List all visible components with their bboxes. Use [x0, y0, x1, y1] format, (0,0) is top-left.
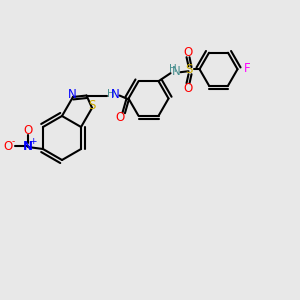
- Text: S: S: [88, 99, 96, 112]
- Text: S: S: [185, 63, 192, 76]
- Text: O: O: [23, 124, 33, 137]
- Text: O: O: [3, 140, 13, 152]
- Text: H: H: [169, 64, 176, 74]
- Text: O: O: [115, 111, 124, 124]
- Text: N: N: [68, 88, 76, 101]
- Text: N: N: [23, 140, 33, 152]
- Text: -: -: [11, 137, 15, 146]
- Text: N: N: [172, 65, 181, 78]
- Text: H: H: [107, 88, 114, 98]
- Text: +: +: [29, 137, 37, 146]
- Text: F: F: [244, 62, 251, 75]
- Text: N: N: [111, 88, 120, 101]
- Text: O: O: [183, 82, 192, 95]
- Text: O: O: [183, 46, 192, 59]
